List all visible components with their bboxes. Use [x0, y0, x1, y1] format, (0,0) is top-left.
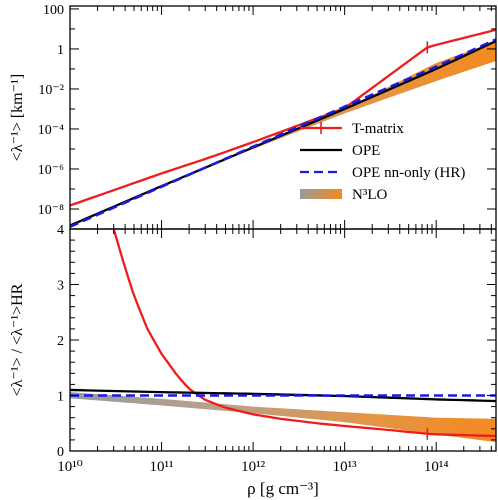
axes-layer: 10⁻⁸ 10⁻⁶ 10⁻⁴ 10⁻² 1 100 10¹⁰ 10¹¹ 10¹² 10¹³ 10¹⁴… — [38, 3, 497, 475]
y-tick-label: 2 — [57, 334, 64, 349]
legend-swatch-n-lo — [300, 189, 342, 199]
x-tick-label: 10¹³ — [333, 459, 357, 475]
y-tick-label: 10⁻⁸ — [38, 203, 64, 218]
band-layer — [70, 41, 496, 443]
legend-label-ope-nn-only-hr-: OPE nn-only (HR) — [352, 165, 465, 181]
legend-label-ope: OPE — [352, 143, 380, 159]
y-tick-label: 10⁻² — [38, 83, 64, 98]
x-tick-label: 10¹⁰ — [57, 459, 83, 475]
x-tick-label: 10¹¹ — [150, 459, 174, 475]
series-t-matrix-line-panel0 — [70, 28, 496, 207]
y-axis-label-panel0: <λ⁻¹> [km⁻¹] — [9, 74, 26, 161]
legend: T-matrix OPE OPE nn-only (HR) N³LO — [300, 121, 465, 203]
y-tick-label: 4 — [57, 223, 64, 238]
legend-label-n-lo: N³LO — [352, 187, 387, 203]
y-tick-label: 0 — [57, 445, 64, 460]
y-tick-label: 100 — [43, 3, 64, 18]
line-layer — [70, 28, 496, 440]
series-ope-nn-only-hr--line-panel0 — [70, 38, 496, 228]
legend-label-t-matrix: T-matrix — [352, 121, 404, 137]
y-tick-label: 10⁻⁴ — [38, 123, 64, 138]
y-axis-label-panel1: <λ⁻¹> / <λ⁻¹>HR — [9, 283, 26, 396]
x-axis-label: ρ [g cm⁻³] — [247, 479, 319, 498]
y-tick-label: 10⁻⁶ — [38, 163, 64, 178]
y-tick-label: 1 — [57, 390, 64, 405]
y-tick-label: 1 — [57, 43, 64, 58]
x-tick-label: 10¹⁴ — [424, 459, 449, 475]
series-n-lo-band-panel1 — [70, 392, 496, 443]
y-tick-label: 3 — [57, 279, 64, 294]
axis-labels: <λ⁻¹> [km⁻¹] <λ⁻¹> / <λ⁻¹>HR ρ [g cm⁻³] — [9, 74, 319, 498]
series-t-matrix-line-panel1 — [112, 229, 496, 438]
plot-frame-panel0 — [69, 5, 497, 230]
x-tick-label: 10¹² — [241, 459, 265, 475]
